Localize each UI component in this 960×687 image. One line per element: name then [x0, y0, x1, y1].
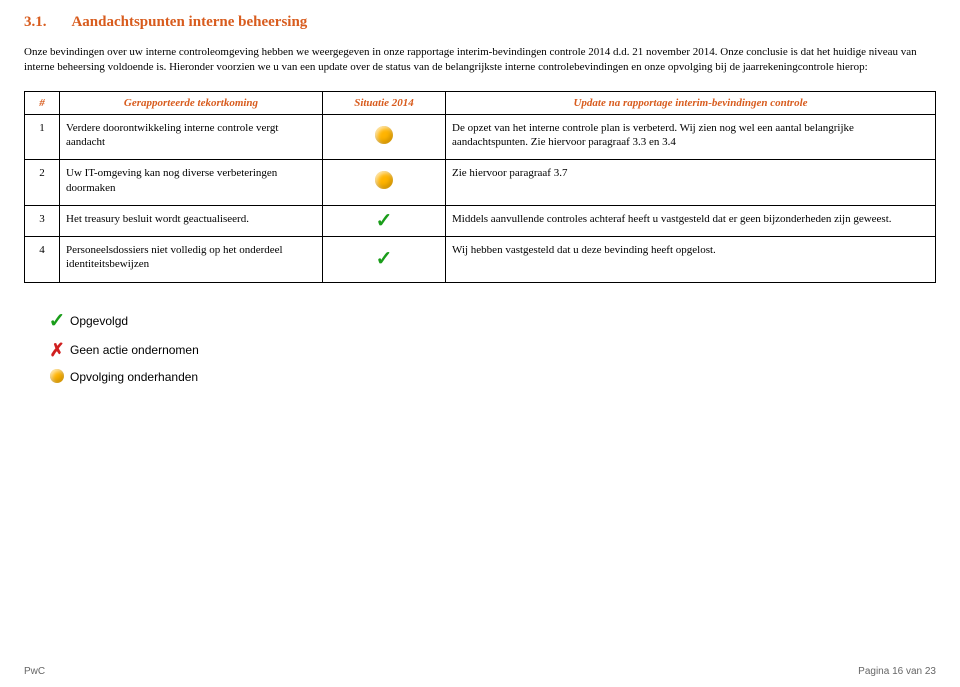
legend-box: ✓ Opgevolgd ✗ Geen actie ondernomen Opvo… — [44, 311, 936, 386]
cell-status — [323, 160, 446, 206]
page-container: 3.1. Aandachtspunten interne beheersing … — [0, 0, 960, 386]
cell-update: De opzet van het interne controle plan i… — [446, 114, 936, 160]
cell-update: Middels aanvullende controles achteraf h… — [446, 205, 936, 236]
col-header-index: # — [25, 91, 60, 114]
section-heading: 3.1. Aandachtspunten interne beheersing — [24, 14, 936, 31]
cell-index: 1 — [25, 114, 60, 160]
table-row: 3 Het treasury besluit wordt geactualise… — [25, 205, 936, 236]
legend-label: Opgevolgd — [70, 314, 128, 328]
table-row: 1 Verdere doorontwikkeling interne contr… — [25, 114, 936, 160]
footer-right: Pagina 16 van 23 — [858, 666, 936, 677]
legend-row-opgevolgd: ✓ Opgevolgd — [44, 311, 936, 331]
cell-status — [323, 114, 446, 160]
heading-title: Aandachtspunten interne beheersing — [71, 14, 307, 30]
table-row: 2 Uw IT-omgeving kan nog diverse verbete… — [25, 160, 936, 206]
amber-dot-icon — [44, 369, 70, 386]
cell-index: 4 — [25, 237, 60, 283]
findings-table: # Gerapporteerde tekortkoming Situatie 2… — [24, 91, 936, 283]
cell-desc: Personeelsdossiers niet volledig op het … — [60, 237, 323, 283]
check-icon: ✓ — [376, 249, 393, 269]
page-footer: PwC Pagina 16 van 23 — [24, 666, 936, 677]
heading-number: 3.1. — [24, 14, 47, 30]
check-icon: ✓ — [44, 311, 70, 331]
legend-label: Geen actie ondernomen — [70, 343, 199, 357]
amber-dot-icon — [375, 171, 393, 189]
amber-dot-icon — [375, 126, 393, 144]
legend-row-geen-actie: ✗ Geen actie ondernomen — [44, 341, 936, 359]
legend-row-onderhanden: Opvolging onderhanden — [44, 369, 936, 386]
cell-update: Wij hebben vastgesteld dat u deze bevind… — [446, 237, 936, 283]
intro-paragraph: Onze bevindingen over uw interne control… — [24, 45, 924, 75]
legend-label: Opvolging onderhanden — [70, 370, 198, 384]
cell-status: ✓ — [323, 205, 446, 236]
cell-index: 3 — [25, 205, 60, 236]
cell-desc: Het treasury besluit wordt geactualiseer… — [60, 205, 323, 236]
table-row: 4 Personeelsdossiers niet volledig op he… — [25, 237, 936, 283]
cell-desc: Verdere doorontwikkeling interne control… — [60, 114, 323, 160]
cell-update: Zie hiervoor paragraaf 3.7 — [446, 160, 936, 206]
table-header-row: # Gerapporteerde tekortkoming Situatie 2… — [25, 91, 936, 114]
cell-status: ✓ — [323, 237, 446, 283]
col-header-desc: Gerapporteerde tekortkoming — [60, 91, 323, 114]
cell-index: 2 — [25, 160, 60, 206]
col-header-situation: Situatie 2014 — [323, 91, 446, 114]
col-header-update: Update na rapportage interim-bevindingen… — [446, 91, 936, 114]
cell-desc: Uw IT-omgeving kan nog diverse verbeteri… — [60, 160, 323, 206]
cross-icon: ✗ — [44, 341, 70, 359]
check-icon: ✓ — [376, 211, 393, 231]
footer-left: PwC — [24, 666, 45, 677]
